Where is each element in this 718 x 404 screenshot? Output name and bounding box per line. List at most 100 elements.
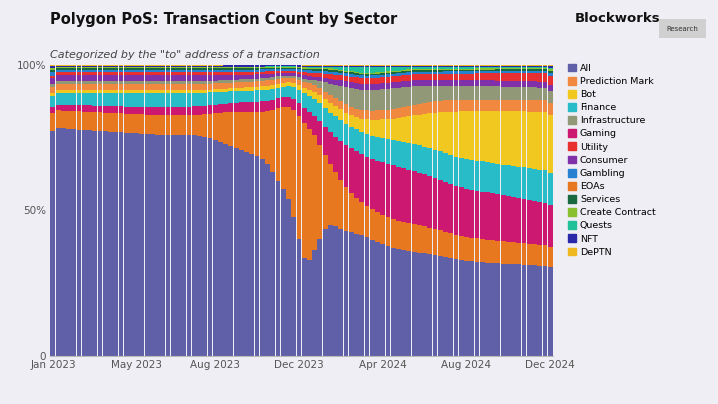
Bar	[459, 112, 464, 158]
Bar	[234, 91, 238, 103]
Bar	[56, 81, 60, 84]
Bar	[370, 159, 375, 209]
Bar	[103, 65, 108, 67]
Bar	[516, 73, 521, 81]
Bar	[260, 112, 265, 159]
Bar	[485, 240, 490, 263]
Bar	[50, 65, 55, 66]
Bar	[443, 72, 448, 74]
Bar	[527, 73, 532, 81]
Bar	[338, 71, 343, 73]
Bar	[228, 67, 233, 68]
Bar	[411, 80, 416, 86]
Bar	[375, 75, 380, 78]
Bar	[218, 75, 223, 80]
Bar	[506, 81, 510, 87]
Bar	[307, 76, 312, 80]
Bar	[286, 78, 291, 82]
Bar	[448, 86, 453, 100]
Bar	[532, 67, 537, 68]
Bar	[511, 197, 516, 242]
Bar	[118, 84, 123, 90]
Bar	[160, 135, 165, 356]
Bar	[322, 78, 327, 82]
Bar	[82, 84, 87, 90]
Bar	[50, 113, 55, 130]
Bar	[422, 70, 427, 72]
Bar	[433, 67, 437, 69]
Bar	[93, 72, 97, 75]
Bar	[255, 90, 259, 101]
Bar	[480, 86, 485, 100]
Bar	[464, 80, 469, 86]
Bar	[223, 68, 228, 70]
Bar	[98, 131, 103, 356]
Bar	[103, 68, 108, 70]
Bar	[543, 112, 547, 170]
Bar	[118, 133, 123, 356]
Bar	[396, 88, 401, 108]
Bar	[166, 67, 170, 68]
Bar	[448, 184, 453, 233]
Bar	[548, 267, 553, 356]
Bar	[118, 68, 123, 70]
Bar	[454, 71, 458, 74]
Bar	[197, 67, 202, 68]
Bar	[470, 238, 474, 261]
Bar	[417, 145, 421, 173]
Bar	[370, 136, 375, 159]
Bar	[160, 70, 165, 72]
Bar	[182, 115, 186, 135]
Bar	[276, 84, 281, 88]
Bar	[433, 72, 437, 74]
Bar	[522, 69, 526, 71]
Bar	[50, 93, 55, 96]
Bar	[391, 109, 396, 119]
Bar	[422, 226, 427, 253]
Bar	[370, 120, 375, 136]
Bar	[317, 65, 322, 66]
Bar	[192, 70, 197, 72]
Bar	[71, 111, 76, 129]
Bar	[187, 135, 192, 356]
Bar	[82, 90, 87, 93]
Bar	[87, 84, 92, 90]
Bar	[150, 135, 155, 356]
Bar	[522, 81, 526, 87]
Bar	[543, 68, 547, 69]
Bar	[271, 68, 275, 69]
Bar	[260, 101, 265, 112]
Bar	[197, 84, 202, 90]
Bar	[338, 80, 343, 86]
Bar	[82, 67, 87, 68]
Bar	[322, 127, 327, 155]
Bar	[381, 67, 385, 72]
Bar	[276, 69, 281, 71]
Bar	[506, 242, 510, 264]
Bar	[255, 72, 259, 74]
Bar	[292, 83, 296, 87]
Bar	[422, 114, 427, 147]
Bar	[171, 67, 176, 68]
Bar	[213, 75, 218, 80]
Bar	[160, 81, 165, 84]
Bar	[244, 75, 249, 79]
Bar	[328, 65, 332, 66]
Bar	[543, 170, 547, 203]
Bar	[93, 84, 97, 90]
Bar	[349, 71, 354, 72]
Bar	[307, 73, 312, 76]
Bar	[344, 72, 348, 74]
Bar	[480, 68, 485, 69]
Bar	[464, 65, 469, 67]
Bar	[82, 130, 87, 356]
Bar	[228, 75, 233, 80]
Bar	[150, 70, 155, 72]
Bar	[182, 75, 186, 81]
Bar	[82, 75, 87, 81]
Bar	[396, 249, 401, 356]
Bar	[197, 68, 202, 70]
Bar	[490, 67, 495, 68]
Bar	[506, 71, 510, 73]
Bar	[328, 79, 332, 84]
